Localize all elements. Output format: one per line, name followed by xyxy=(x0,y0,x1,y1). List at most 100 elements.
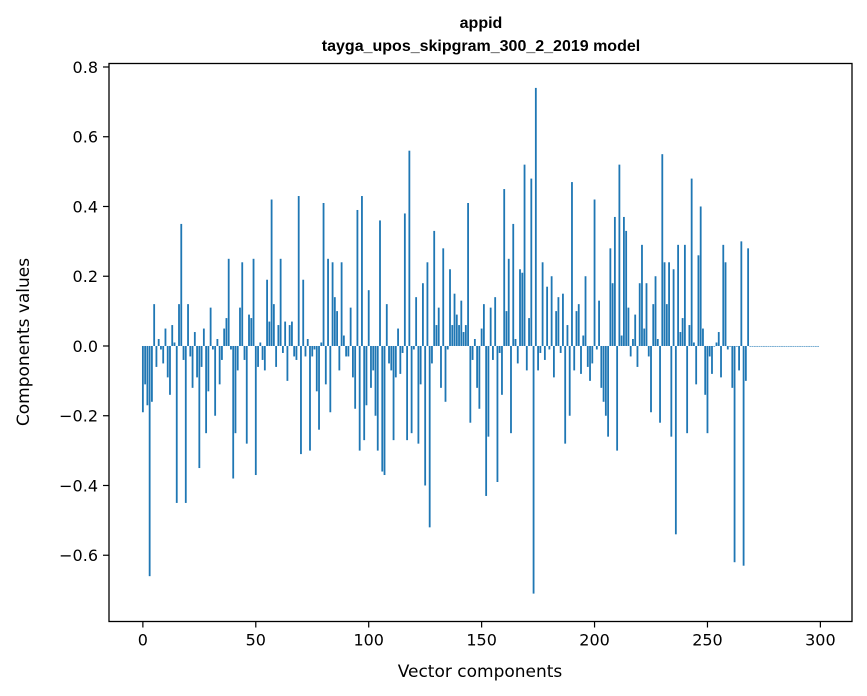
bar xyxy=(695,346,697,384)
bar xyxy=(494,297,496,346)
x-tick-label: 0 xyxy=(138,631,148,650)
bar xyxy=(553,346,555,377)
bar xyxy=(413,346,415,349)
bar xyxy=(539,346,541,353)
bar xyxy=(641,245,643,346)
bar xyxy=(713,346,715,347)
bar xyxy=(576,311,578,346)
bar xyxy=(765,346,767,347)
bar xyxy=(763,346,765,347)
bar xyxy=(711,346,713,374)
bar xyxy=(467,203,469,346)
bar xyxy=(474,339,476,346)
bar xyxy=(395,346,397,377)
bar xyxy=(598,301,600,346)
bar xyxy=(456,315,458,346)
bar xyxy=(609,248,611,346)
bar xyxy=(178,304,180,346)
bar xyxy=(481,329,483,346)
bar xyxy=(806,346,808,347)
bar xyxy=(375,346,377,416)
chart-title: appid xyxy=(460,15,503,32)
bar-chart: appid tayga_upos_skipgram_300_2_2019 mod… xyxy=(0,0,867,696)
bar xyxy=(607,346,609,437)
bar xyxy=(503,189,505,346)
bar xyxy=(515,339,517,346)
bar xyxy=(388,346,390,363)
bar xyxy=(250,318,252,346)
bar xyxy=(469,346,471,423)
bar xyxy=(171,325,173,346)
bar xyxy=(327,259,329,346)
bar xyxy=(379,220,381,346)
bar xyxy=(795,346,797,347)
bar xyxy=(628,308,630,346)
bar xyxy=(720,346,722,377)
bar xyxy=(219,346,221,384)
bar xyxy=(777,346,779,347)
bar xyxy=(490,308,492,346)
bar xyxy=(560,346,562,353)
bar xyxy=(298,196,300,346)
bar xyxy=(338,346,340,370)
bar xyxy=(399,346,401,374)
bar xyxy=(440,346,442,388)
bar xyxy=(497,346,499,482)
bar xyxy=(686,346,688,433)
bar xyxy=(815,346,817,347)
bar xyxy=(567,325,569,346)
bar xyxy=(770,346,772,347)
bar xyxy=(284,322,286,346)
bar xyxy=(146,346,148,405)
bar xyxy=(544,346,546,360)
bar xyxy=(187,304,189,346)
bar xyxy=(555,311,557,346)
bar xyxy=(259,343,261,346)
x-tick-label: 50 xyxy=(246,631,266,650)
bar xyxy=(458,325,460,346)
bar xyxy=(465,325,467,346)
bar xyxy=(296,346,298,360)
bar xyxy=(768,346,770,347)
bar xyxy=(431,346,433,363)
bar xyxy=(749,346,751,347)
y-tick-label: 0.2 xyxy=(73,267,98,286)
bar xyxy=(512,224,514,346)
bar xyxy=(433,231,435,346)
bar xyxy=(621,336,623,346)
bar xyxy=(524,165,526,346)
bar xyxy=(149,346,151,576)
bar xyxy=(357,210,359,346)
bar xyxy=(329,346,331,412)
bar xyxy=(528,318,530,346)
y-axis-ticks: −0.6−0.4−0.20.00.20.40.60.8 xyxy=(59,58,109,565)
x-tick-label: 100 xyxy=(353,631,384,650)
bar xyxy=(228,259,230,346)
bar xyxy=(639,283,641,346)
bar xyxy=(600,346,602,388)
bar xyxy=(725,262,727,346)
bar xyxy=(551,276,553,346)
bar xyxy=(359,346,361,451)
bar xyxy=(463,332,465,346)
bar xyxy=(268,322,270,346)
bar xyxy=(677,245,679,346)
bar xyxy=(691,179,693,346)
bar xyxy=(643,329,645,346)
bar xyxy=(801,346,803,347)
bar xyxy=(799,346,801,347)
bar xyxy=(722,245,724,346)
bar xyxy=(499,346,501,353)
bar xyxy=(745,346,747,381)
bar xyxy=(207,346,209,391)
bar xyxy=(616,346,618,451)
bar xyxy=(562,294,564,346)
y-tick-label: −0.6 xyxy=(59,546,98,565)
bar xyxy=(406,346,408,440)
bar xyxy=(408,151,410,346)
bar xyxy=(752,346,754,347)
bar xyxy=(436,325,438,346)
bar xyxy=(237,346,239,370)
bar xyxy=(673,269,675,346)
bar xyxy=(255,346,257,475)
